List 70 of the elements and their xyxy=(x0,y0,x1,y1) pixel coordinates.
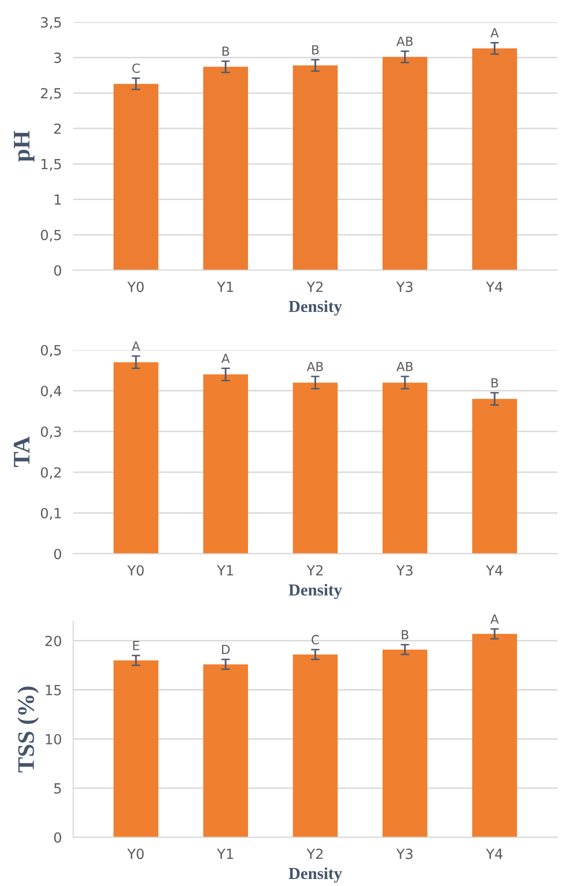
bar xyxy=(382,382,428,554)
y-tick-label: 3 xyxy=(54,52,61,64)
bar xyxy=(203,664,248,838)
y-tick-label: 1 xyxy=(54,194,61,205)
x-tick-label: Y3 xyxy=(396,848,412,860)
bar xyxy=(292,654,338,838)
x-tick-label: Y4 xyxy=(486,848,502,859)
annotation: A xyxy=(221,354,230,363)
y-tick-label: 0 xyxy=(54,548,62,560)
annotation: A xyxy=(490,28,499,38)
y-tick-label: 0 xyxy=(54,265,62,276)
y-tick-label: 2 xyxy=(54,123,61,134)
annotation: D xyxy=(222,644,230,654)
x-tick-label: Y4 xyxy=(486,282,502,292)
x-tick-label: Y1 xyxy=(216,565,233,576)
bar xyxy=(472,634,518,838)
annotation: A xyxy=(132,342,140,351)
annotation: C xyxy=(132,63,140,73)
annotation: C xyxy=(312,634,319,644)
y-tick-label: 0,3 xyxy=(40,426,61,438)
annotation: E xyxy=(133,640,140,650)
x-tick-label: Y4 xyxy=(486,565,502,576)
y-tick-label: 10 xyxy=(46,734,62,744)
x-tick-label: Y0 xyxy=(127,848,144,860)
x-tick-label: Y1 xyxy=(216,282,233,292)
y-tick-label: 2,5 xyxy=(41,88,61,100)
bar xyxy=(472,48,518,270)
y-tick-label: 0,2 xyxy=(40,467,61,480)
bar xyxy=(203,374,248,554)
x-tick-label: Y0 xyxy=(127,282,144,292)
bar xyxy=(114,362,158,554)
x-axis-title: Density xyxy=(288,867,342,883)
x-tick-label: Y3 xyxy=(396,565,412,576)
x-tick-label: Y2 xyxy=(306,282,323,292)
bar xyxy=(292,382,338,554)
bar xyxy=(382,650,428,838)
bar xyxy=(114,660,158,838)
y-tick-label: 1,5 xyxy=(42,159,61,171)
y-tick-label: 15 xyxy=(46,685,61,696)
annotation: B xyxy=(312,45,319,54)
y-axis-title: TSS (%) xyxy=(17,686,39,772)
annotation: AB xyxy=(306,362,323,372)
y-tick-label: 0,5 xyxy=(40,230,61,242)
x-tick-label: Y2 xyxy=(306,848,323,859)
x-tick-label: Y0 xyxy=(127,565,144,576)
y-tick-label: 0,4 xyxy=(40,386,62,398)
annotation: AB xyxy=(396,362,413,372)
y-axis-title: TA xyxy=(14,436,30,468)
bar xyxy=(292,65,338,270)
y-tick-label: 5 xyxy=(54,783,61,794)
y-tick-label: 0,1 xyxy=(40,508,61,520)
bar xyxy=(114,84,158,270)
bar xyxy=(382,56,428,270)
annotation: B xyxy=(402,630,408,640)
bar xyxy=(203,66,248,270)
x-axis-title: Density xyxy=(288,584,342,600)
x-tick-label: Y2 xyxy=(306,565,323,576)
annotation: A xyxy=(490,614,499,624)
annotation: B xyxy=(492,378,498,388)
x-axis-title: Density xyxy=(288,300,342,316)
y-axis-title: pH xyxy=(14,130,34,162)
y-tick-label: 3,5 xyxy=(41,17,61,30)
y-tick-label: 0 xyxy=(54,832,62,843)
y-tick-label: 20 xyxy=(45,636,62,646)
y-tick-label: 0,5 xyxy=(40,344,61,357)
annotation: AB xyxy=(396,36,413,46)
x-tick-label: Y3 xyxy=(396,282,412,292)
bar xyxy=(472,398,518,554)
annotation: B xyxy=(222,46,230,56)
x-tick-label: Y1 xyxy=(216,848,233,859)
